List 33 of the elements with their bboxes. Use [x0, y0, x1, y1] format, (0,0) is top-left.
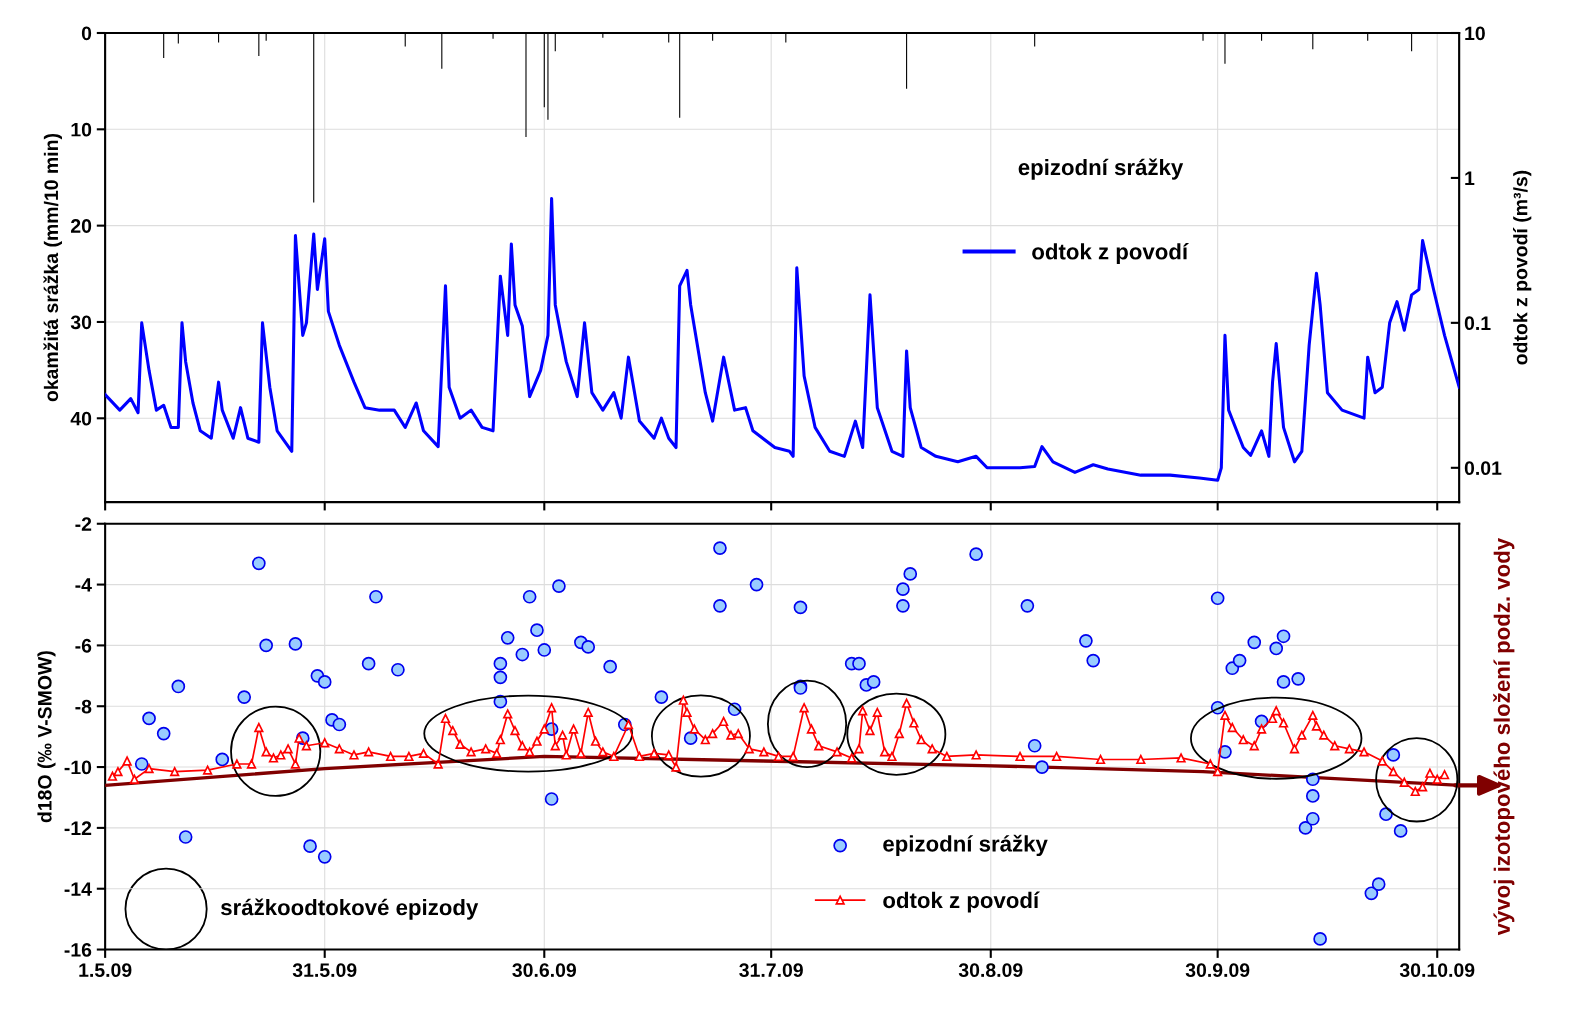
y-tick-label: 30 [70, 315, 92, 330]
x-tick-label: 1.5.09 [79, 963, 132, 978]
y-tick-label: -4 [75, 578, 92, 592]
legend-label: odtok z povodí [1032, 243, 1189, 264]
x-tick-label: 30.9.09 [1185, 963, 1250, 978]
annotation: srážkoodtokové epizody [221, 898, 479, 920]
y-tick-label: -14 [64, 882, 92, 896]
y-axis-title: okamžitá srážka (mm/10 min) [43, 133, 62, 402]
y2-tick-label: 0.1 [1464, 316, 1491, 331]
y-axis-title: d18O (‰ V-SMOW) [37, 651, 56, 823]
y-tick-label: 10 [71, 122, 92, 137]
annotation: epizodní srážky [1018, 158, 1184, 180]
y-tick-label: -6 [75, 638, 92, 653]
y-tick-label: 0 [81, 26, 92, 41]
x-tick-label: 30.10.09 [1399, 963, 1475, 978]
y2-tick-label: 1 [1465, 171, 1475, 185]
y-tick-label: -12 [64, 821, 92, 835]
x-tick-label: 31.5.09 [292, 963, 357, 978]
x-tick-label: 30.8.09 [958, 963, 1023, 978]
y2-axis-title: odtok z povodí (m³/s) [1513, 170, 1532, 365]
text: vývoj izotopového složení podz. vody [1493, 537, 1515, 936]
y-tick-label: -10 [64, 760, 92, 775]
legend-label: odtok z povodí [883, 891, 1040, 913]
y2-tick-label: 0.01 [1464, 461, 1502, 476]
y-tick-label: 40 [70, 411, 92, 426]
y-tick-label: -8 [75, 699, 92, 714]
x-tick-label: 31.7.09 [739, 963, 803, 978]
y2-tick-label: 10 [1465, 26, 1485, 41]
x-tick-label: 30.6.09 [512, 963, 577, 978]
y-tick-label: 20 [70, 219, 92, 233]
y-tick-label: -16 [64, 943, 92, 957]
y-tick-label: -2 [75, 517, 92, 531]
legend-label: epizodní srážky [883, 834, 1048, 857]
